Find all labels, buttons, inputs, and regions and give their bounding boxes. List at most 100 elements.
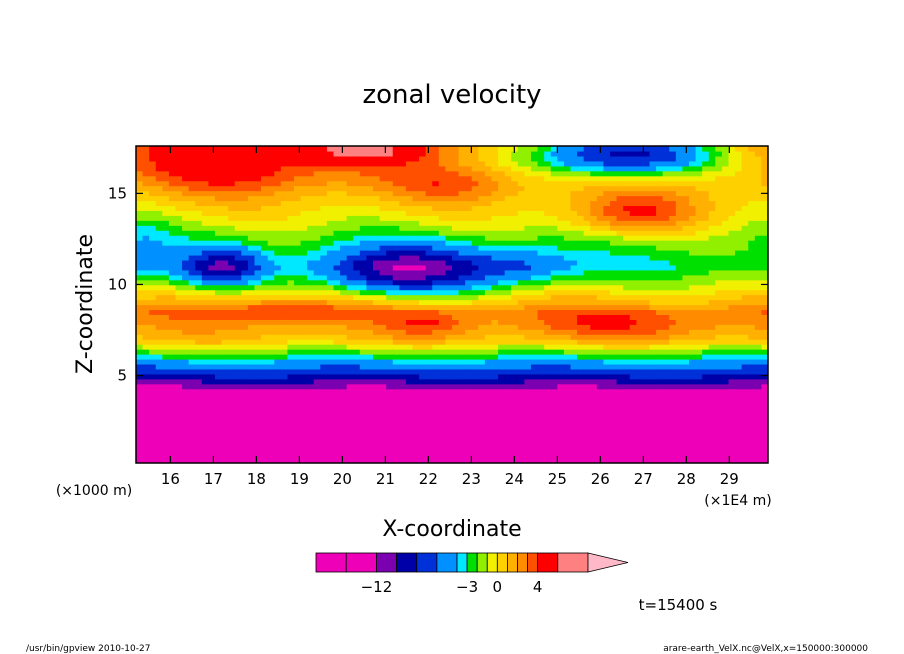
- field-cell: [524, 403, 532, 410]
- field-cell: [168, 299, 177, 306]
- field-cell: [228, 299, 236, 306]
- field-cell: [195, 354, 203, 360]
- field-cell: [432, 165, 440, 172]
- field-cell: [208, 190, 216, 197]
- field-cell: [452, 180, 460, 187]
- field-cell: [596, 413, 605, 420]
- field-cell: [471, 388, 479, 395]
- field-cell: [247, 259, 256, 266]
- field-cell: [405, 180, 414, 187]
- field-cell: [577, 368, 585, 375]
- field-cell: [610, 185, 618, 192]
- field-cell: [274, 413, 282, 420]
- field-cell: [491, 443, 499, 449]
- field-cell: [405, 363, 414, 370]
- field-cell: [379, 175, 387, 182]
- field-cell: [498, 334, 506, 340]
- field-cell: [182, 289, 190, 296]
- field-cell: [247, 319, 256, 325]
- field-cell: [175, 195, 183, 202]
- field-cell: [386, 309, 394, 315]
- field-cell: [484, 279, 493, 286]
- field-cell: [471, 175, 479, 182]
- field-cell: [359, 200, 368, 207]
- field-cell: [458, 264, 466, 271]
- field-cell: [247, 418, 256, 424]
- field-cell: [379, 324, 387, 330]
- field-cell: [215, 254, 223, 261]
- field-cell: [590, 334, 598, 340]
- field-cell: [280, 225, 289, 231]
- field-cell: [346, 443, 354, 449]
- field-cell: [366, 388, 374, 395]
- field-cell: [484, 180, 493, 187]
- field-cell: [642, 309, 651, 315]
- field-cell: [254, 160, 262, 167]
- field-cell: [267, 408, 275, 415]
- field-cell: [188, 165, 196, 172]
- field-cell: [544, 289, 552, 296]
- field-cell: [570, 160, 578, 167]
- field-cell: [188, 230, 196, 236]
- field-cell: [544, 200, 552, 207]
- field-cell: [616, 349, 624, 355]
- field-cell: [254, 200, 262, 207]
- field-cell: [261, 299, 269, 306]
- field-cell: [162, 329, 170, 335]
- field-cell: [570, 264, 578, 271]
- field-cell: [491, 150, 499, 157]
- field-cell: [537, 160, 545, 167]
- field-cell: [228, 180, 236, 187]
- field-cell: [340, 299, 348, 306]
- field-cell: [583, 245, 591, 251]
- field-cell: [261, 349, 269, 355]
- field-cell: [353, 274, 361, 281]
- field-cell: [228, 195, 236, 202]
- field-cell: [636, 299, 644, 306]
- field-cell: [274, 210, 282, 216]
- field-cell: [300, 205, 308, 211]
- field-cell: [432, 299, 440, 306]
- field-cell: [629, 448, 637, 454]
- field-cell: [333, 329, 341, 335]
- field-cell: [432, 423, 440, 429]
- field-cell: [537, 150, 545, 157]
- field-cell: [498, 150, 506, 157]
- field-cell: [557, 279, 565, 286]
- field-cell: [386, 175, 394, 182]
- field-cell: [307, 170, 315, 177]
- field-cell: [228, 368, 236, 375]
- field-cell: [359, 215, 368, 221]
- field-cell: [346, 458, 354, 463]
- field-cell: [577, 433, 585, 439]
- field-cell: [215, 264, 223, 271]
- field-cell: [458, 274, 466, 281]
- field-cell: [432, 259, 440, 266]
- field-cell: [234, 175, 242, 182]
- field-cell: [280, 259, 289, 266]
- field-cell: [208, 319, 216, 325]
- field-cell: [491, 458, 499, 463]
- field-cell: [498, 299, 506, 306]
- field-cell: [346, 289, 354, 296]
- field-cell: [386, 269, 394, 276]
- field-cell: [182, 433, 190, 439]
- field-cell: [392, 358, 400, 365]
- field-cell: [261, 358, 269, 365]
- field-cell: [155, 368, 163, 375]
- field-cell: [155, 304, 163, 311]
- field-cell: [274, 264, 282, 271]
- field-cell: [465, 175, 473, 182]
- field-cell: [366, 195, 374, 202]
- field-cell: [596, 195, 605, 202]
- field-cell: [280, 269, 289, 276]
- field-cell: [366, 284, 374, 291]
- field-cell: [373, 418, 381, 424]
- field-cell: [254, 378, 262, 385]
- field-cell: [438, 220, 447, 226]
- field-cell: [208, 274, 216, 281]
- field-cell: [471, 200, 479, 207]
- field-cell: [215, 423, 223, 429]
- field-cell: [399, 240, 407, 246]
- field-cell: [261, 180, 269, 187]
